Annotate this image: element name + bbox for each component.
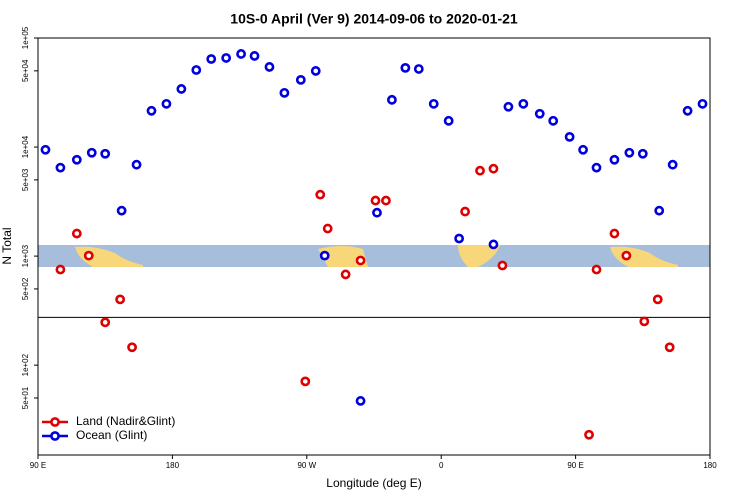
point	[55, 264, 66, 275]
point	[355, 255, 366, 266]
point	[609, 228, 620, 239]
point	[667, 159, 678, 170]
point	[534, 108, 545, 119]
x-tick-label: 180	[703, 461, 717, 470]
point	[488, 163, 499, 174]
point	[86, 147, 97, 158]
point	[71, 154, 82, 165]
y-tick-label: 5e+02	[21, 277, 30, 300]
point	[300, 376, 311, 387]
point	[639, 316, 650, 327]
legend-marker	[50, 431, 60, 441]
point	[652, 294, 663, 305]
point	[221, 53, 232, 63]
point	[206, 54, 217, 64]
point	[127, 342, 137, 353]
point	[664, 342, 675, 353]
point	[372, 207, 382, 218]
point	[578, 144, 588, 155]
point	[475, 165, 485, 176]
point	[295, 74, 306, 85]
point	[624, 147, 635, 158]
point	[637, 148, 648, 159]
point	[400, 62, 411, 73]
point	[381, 195, 391, 206]
point	[609, 154, 620, 165]
point	[176, 84, 187, 94]
point	[564, 131, 575, 142]
point	[71, 228, 82, 239]
point	[322, 223, 333, 234]
point	[413, 64, 424, 74]
map-strip	[38, 245, 710, 267]
point	[115, 294, 126, 305]
point	[497, 260, 508, 271]
point	[236, 49, 246, 59]
x-tick-label: 0	[439, 461, 444, 470]
point	[621, 250, 632, 261]
point	[654, 205, 665, 216]
point	[340, 269, 351, 280]
y-tick-label: 5e+04	[21, 59, 30, 82]
y-tick-label: 5e+03	[21, 168, 30, 191]
legend-label: Land (Nadir&Glint)	[76, 414, 175, 428]
point	[55, 162, 66, 173]
point	[100, 148, 111, 159]
point	[460, 206, 470, 217]
x-tick-label: 90 E	[567, 461, 583, 470]
y-axis-label: N Total	[0, 227, 14, 264]
plot-frame	[37, 37, 711, 456]
point	[315, 189, 326, 200]
point	[83, 250, 94, 261]
point	[116, 205, 127, 216]
y-tick-label: 1e+05	[21, 26, 30, 49]
point	[161, 98, 172, 109]
y-tick-label: 1e+02	[21, 353, 30, 376]
x-tick-label: 90 E	[30, 461, 46, 470]
point	[428, 98, 439, 109]
point	[310, 66, 321, 76]
point	[454, 233, 465, 244]
point	[319, 250, 330, 261]
point	[279, 87, 290, 98]
y-tick-label: 1e+04	[21, 135, 30, 158]
point	[443, 115, 454, 126]
point	[387, 94, 397, 105]
y-tick-label: 1e+03	[21, 244, 30, 267]
point	[591, 264, 602, 275]
x-tick-label: 180	[166, 461, 180, 470]
point	[584, 429, 594, 440]
point	[548, 115, 559, 126]
point	[40, 144, 51, 155]
point	[503, 101, 514, 112]
y-tick-label: 5e+01	[21, 386, 30, 409]
point	[146, 105, 157, 116]
point	[518, 98, 529, 109]
point	[264, 62, 275, 72]
point	[191, 65, 202, 75]
point	[131, 159, 142, 170]
point	[682, 105, 693, 116]
legend-label: Ocean (Glint)	[76, 428, 147, 442]
point	[100, 317, 111, 328]
x-tick-label: 90 W	[297, 461, 316, 470]
chart-title: 10S-0 April (Ver 9) 2014-09-06 to 2020-0…	[230, 11, 518, 27]
point	[488, 239, 499, 250]
point	[355, 396, 366, 406]
point	[697, 98, 708, 109]
legend-marker	[50, 417, 60, 427]
point	[370, 195, 381, 206]
point	[249, 51, 260, 61]
x-axis-label: Longitude (deg E)	[326, 476, 421, 490]
point	[591, 162, 602, 173]
